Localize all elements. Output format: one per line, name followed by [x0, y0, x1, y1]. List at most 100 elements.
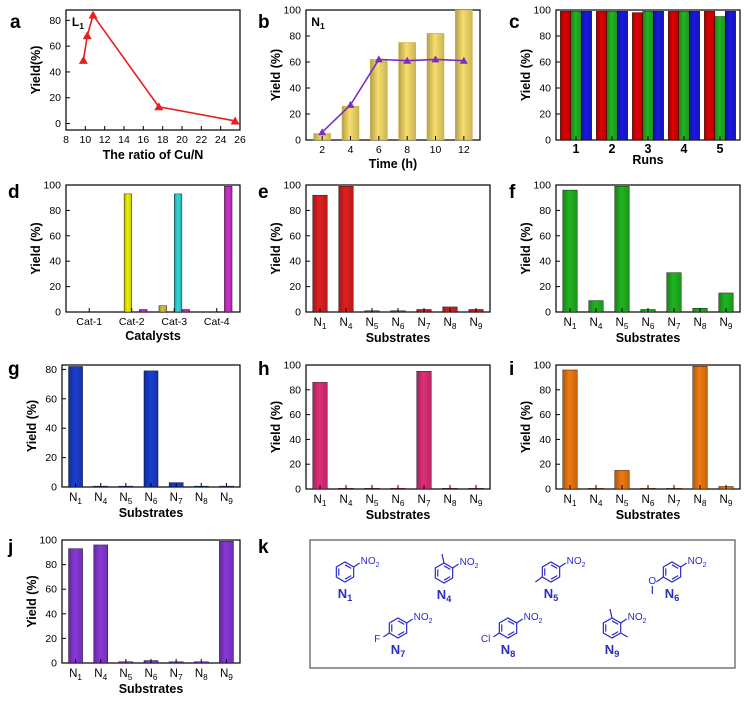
chart-f: 0 20 40 60 80 100 Yield (%) N1 N4 N5 N6 N7 N8 N9 Subst…	[519, 180, 741, 345]
y-tick-label: 60	[45, 584, 57, 596]
bond	[559, 562, 566, 568]
bar	[455, 9, 473, 141]
y-tick-label: 100	[43, 180, 61, 192]
x-tick-label: 10	[430, 144, 442, 156]
x-tick-label: Cat-1	[76, 316, 102, 328]
y-tick-label: 20	[289, 459, 301, 471]
x-tick-label: 26	[234, 134, 246, 146]
x-tick-label: N7	[668, 494, 681, 508]
double-bond	[671, 564, 679, 569]
panel-letter-a: a	[10, 12, 21, 33]
chart-h: 0 20 40 60 80 100 Yield (%) N1 N4 N5 N6 N7 N8 N9 Subst…	[269, 360, 491, 522]
x-tick-label: N8	[195, 668, 208, 682]
y-tick-label: 100	[533, 5, 551, 17]
x-tick-label: N5	[119, 668, 132, 682]
bar	[725, 11, 736, 141]
y-tick-label: 40	[49, 66, 61, 78]
nitro-group-label: NO2	[567, 556, 586, 569]
bar	[714, 16, 726, 141]
y-tick-label: 0	[545, 135, 551, 147]
data-point	[459, 56, 468, 64]
x-tick-label: N9	[220, 492, 233, 506]
double-bond	[611, 631, 619, 636]
bond	[353, 562, 360, 568]
bar	[704, 11, 715, 141]
inset-label: N1	[311, 15, 325, 31]
bond	[680, 562, 687, 568]
x-tick-label: 24	[215, 134, 227, 146]
bar	[570, 11, 582, 141]
bar	[560, 11, 571, 141]
x-tick-label: 12	[458, 144, 470, 156]
bar	[606, 11, 618, 141]
bond	[406, 618, 413, 624]
data-point	[374, 55, 383, 63]
chart-g: 0 20 40 60 80 Yield (%) N1 N4 N5 N6 N7 N8 N9 Substrat…	[25, 364, 241, 520]
double-bond	[443, 565, 451, 570]
double-bond	[550, 575, 558, 580]
axes-frame	[305, 184, 491, 313]
inset-label: L1	[72, 15, 84, 31]
compound-N5: NO2 N5	[534, 556, 586, 603]
y-tick-label: 20	[49, 92, 61, 104]
y-tick-label: 20	[539, 281, 551, 293]
x-tick-label: N6	[642, 494, 655, 508]
x-tick-label: Cat-4	[204, 316, 230, 328]
nitro-group-label: NO2	[414, 612, 433, 625]
x-tick-label: N9	[720, 317, 733, 331]
panel-letter-h: h	[258, 359, 270, 380]
series-line	[321, 58, 464, 133]
x-tick-label: N7	[170, 668, 183, 682]
x-tick-label: 10	[79, 134, 91, 146]
compound-N9: NO2 N9	[602, 608, 647, 659]
y-tick-label: 0	[51, 658, 57, 670]
x-tick-label: N6	[145, 492, 158, 506]
x-tick-label: Cat-2	[119, 316, 145, 328]
x-tick-label: N6	[642, 317, 655, 331]
y-tick-label: 60	[289, 57, 301, 69]
nitro-group-label: NO2	[361, 556, 380, 569]
bar	[668, 11, 679, 141]
x-tick-label: Cat-3	[161, 316, 187, 328]
y-tick-label: 40	[539, 83, 551, 95]
bar	[143, 370, 159, 488]
double-bond	[611, 620, 619, 625]
x-tick-label: 5	[717, 142, 724, 156]
y-tick-label: 60	[289, 409, 301, 421]
y-tick-label: 100	[283, 180, 301, 192]
x-tick-label: 12	[99, 134, 111, 146]
bar	[370, 59, 388, 141]
y-tick-label: 100	[533, 180, 551, 192]
bond	[609, 608, 613, 619]
y-tick-label: 40	[289, 256, 301, 268]
x-tick-label: N7	[418, 494, 431, 508]
bar	[139, 309, 148, 313]
y-tick-label: 0	[295, 484, 301, 496]
double-bond	[550, 564, 558, 569]
panel-letter-g: g	[8, 359, 20, 380]
bar	[666, 272, 682, 313]
panel-letters: a b c d e f g h i j k	[7, 12, 520, 558]
x-tick-label: 3	[645, 142, 652, 156]
x-axis-label: Substrates	[366, 331, 431, 345]
y-tick-label: 20	[49, 281, 61, 293]
x-axis-label: Catalysts	[125, 329, 181, 343]
y-axis-label: Yield (%)	[269, 222, 283, 274]
y-tick-label: 0	[545, 484, 551, 496]
compound-label: N7	[391, 642, 406, 659]
x-tick-label: N6	[145, 668, 158, 682]
y-tick-label: 80	[289, 205, 301, 217]
axes-frame	[555, 184, 741, 313]
y-axis-label: Yield(%)	[29, 46, 43, 95]
y-tick-label: 60	[49, 230, 61, 242]
data-point	[318, 128, 327, 136]
x-tick-label: N9	[470, 317, 483, 331]
chart-b: 0 20 40 60 80 100 Yield (%) 2 4 6 8 10 12 Time (h) N1	[269, 5, 481, 171]
double-bond	[397, 631, 405, 636]
x-tick-label: 16	[137, 134, 149, 146]
x-tick-label: N4	[340, 317, 353, 331]
x-tick-label: N8	[444, 494, 457, 508]
compound-N1: NO2 N1	[335, 556, 380, 603]
y-tick-label: 80	[45, 364, 57, 376]
